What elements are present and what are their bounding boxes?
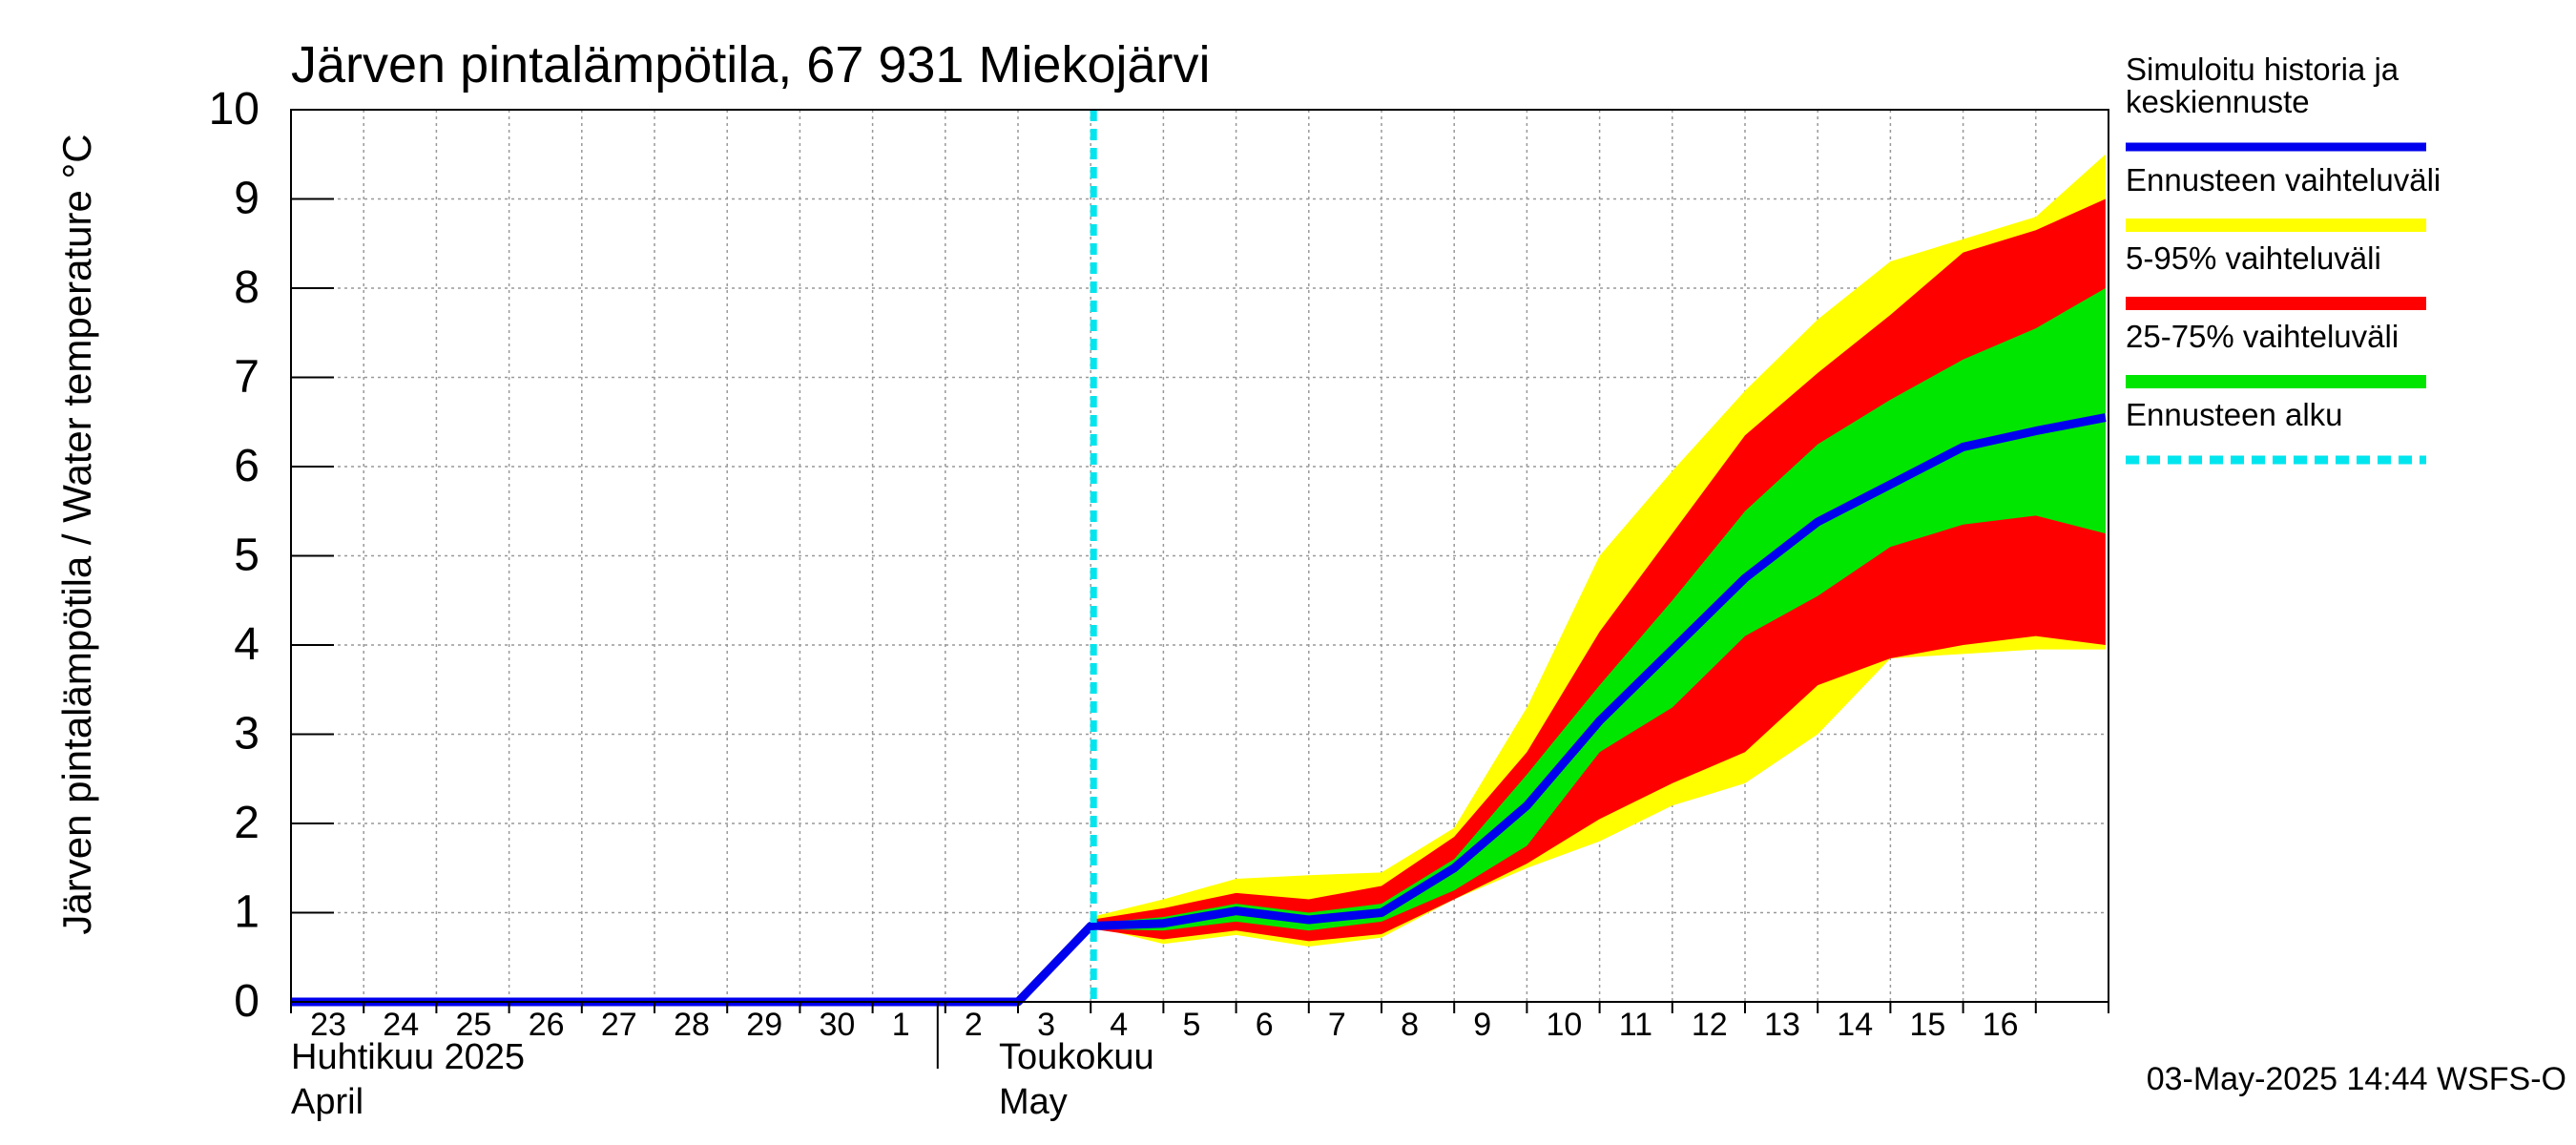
y-tick-label: 3 <box>234 709 260 760</box>
x-tick-label: 28 <box>674 1007 710 1043</box>
legend-label: Ennusteen alku <box>2126 397 2343 432</box>
y-tick-label: 0 <box>234 976 260 1027</box>
y-tick-label: 10 <box>209 84 260 135</box>
x-tick-label: 3 <box>1037 1007 1055 1043</box>
legend-label: Simuloitu historia ja <box>2126 52 2399 87</box>
x-tick-label: 15 <box>1910 1007 1946 1043</box>
x-tick-label: 1 <box>892 1007 910 1043</box>
x-tick-label: 7 <box>1328 1007 1346 1043</box>
x-tick-label: 24 <box>383 1007 419 1043</box>
x-tick-label: 11 <box>1619 1007 1652 1043</box>
legend-item: Ennusteen alku <box>2126 397 2426 465</box>
x-tick-label: 13 <box>1764 1007 1800 1043</box>
legend-label: Ennusteen vaihteluväli <box>2126 162 2441 198</box>
legend-label: 5-95% vaihteluväli <box>2126 240 2381 276</box>
legend-label: 25-75% vaihteluväli <box>2126 319 2399 354</box>
legend-item: Ennusteen vaihteluväli <box>2126 162 2441 232</box>
y-tick-label: 6 <box>234 441 260 491</box>
p5-95-band <box>1091 198 2106 942</box>
x-tick-label: 5 <box>1183 1007 1201 1043</box>
x-tick-label: 10 <box>1547 1007 1583 1043</box>
y-tick-label: 7 <box>234 352 260 403</box>
x-tick-label: 8 <box>1401 1007 1419 1043</box>
month-label: Toukokuu <box>999 1037 1154 1077</box>
legend-item: 5-95% vaihteluväli <box>2126 240 2426 310</box>
x-tick-label: 6 <box>1256 1007 1274 1043</box>
x-tick-label: 2 <box>965 1007 983 1043</box>
y-tick-label: 1 <box>234 887 260 938</box>
chart-title: Järven pintalämpötila, 67 931 Miekojärvi <box>291 36 1211 94</box>
x-tick-label: 26 <box>529 1007 565 1043</box>
y-tick-label: 4 <box>234 619 260 670</box>
y-tick-label: 8 <box>234 262 260 313</box>
y-axis-label: Järven pintalämpötila / Water temperatur… <box>54 134 99 934</box>
x-tick-label: 25 <box>456 1007 492 1043</box>
y-tick-label: 5 <box>234 531 260 581</box>
footer-timestamp: 03-May-2025 14:44 WSFS-O <box>2147 1061 2566 1097</box>
x-tick-label: 29 <box>746 1007 782 1043</box>
legend-label: keskiennuste <box>2126 84 2310 119</box>
x-tick-label: 23 <box>310 1007 346 1043</box>
month-label-en: April <box>291 1082 364 1122</box>
x-tick-label: 4 <box>1110 1007 1128 1043</box>
p25-75-band <box>1091 288 2106 931</box>
x-tick-label: 14 <box>1837 1007 1873 1043</box>
y-tick-label: 9 <box>234 174 260 224</box>
month-label-en: May <box>999 1082 1068 1122</box>
x-tick-label: 30 <box>820 1007 856 1043</box>
x-tick-label: 16 <box>1983 1007 2019 1043</box>
x-tick-label: 27 <box>601 1007 637 1043</box>
y-tick-label: 2 <box>234 798 260 848</box>
x-tick-label: 9 <box>1473 1007 1491 1043</box>
x-tick-label: 12 <box>1692 1007 1728 1043</box>
legend-item: 25-75% vaihteluväli <box>2126 319 2426 388</box>
month-label: Huhtikuu 2025 <box>291 1037 525 1077</box>
